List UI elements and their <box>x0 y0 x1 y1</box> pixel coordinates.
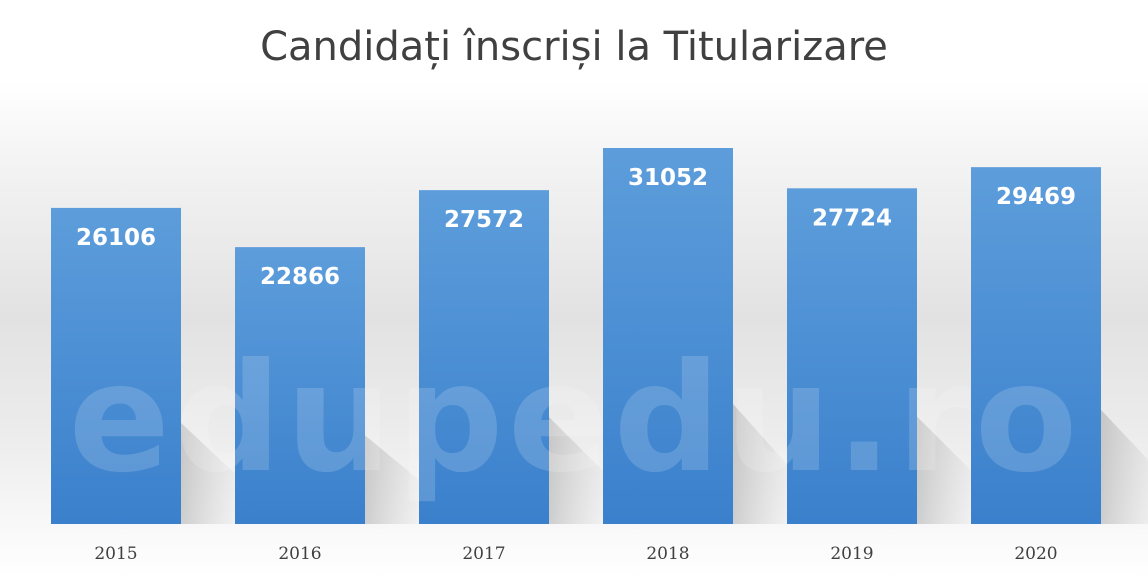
category-label-2020: 2020 <box>1014 544 1057 564</box>
data-label-2016: 22866 <box>260 264 340 290</box>
category-label-2018: 2018 <box>646 544 689 564</box>
bar-2017 <box>419 190 549 524</box>
bar-2020 <box>971 167 1101 525</box>
bar-2018 <box>603 148 733 524</box>
category-label-2017: 2017 <box>462 544 505 564</box>
data-label-2020: 29469 <box>996 184 1076 210</box>
data-label-2015: 26106 <box>76 225 156 251</box>
category-label-2015: 2015 <box>94 544 137 564</box>
bar-shadow <box>365 435 435 524</box>
category-labels: 2015 2016 2017 2018 2019 2020 <box>94 544 1057 564</box>
bar-2016 <box>235 247 365 524</box>
category-label-2019: 2019 <box>830 544 873 564</box>
bar-shadow <box>181 422 251 524</box>
bar-shadows <box>181 404 1148 524</box>
bar-shadow <box>1101 409 1148 524</box>
data-label-2018: 31052 <box>628 165 708 191</box>
data-labels: 26106 22866 27572 31052 27724 29469 <box>76 165 1076 290</box>
bar-shadow <box>549 417 619 524</box>
chart-title: Candidați înscriși la Titularizare <box>260 24 888 70</box>
data-label-2019: 27724 <box>812 205 892 231</box>
category-label-2016: 2016 <box>278 544 321 564</box>
watermark-logo: edupedu.ro <box>68 332 1081 506</box>
bar-shadow <box>917 416 987 524</box>
data-label-2017: 27572 <box>444 207 524 233</box>
bar-2015 <box>51 207 181 524</box>
bar-shadow <box>733 404 803 524</box>
bars <box>51 148 1101 525</box>
bar-2019 <box>787 188 917 524</box>
